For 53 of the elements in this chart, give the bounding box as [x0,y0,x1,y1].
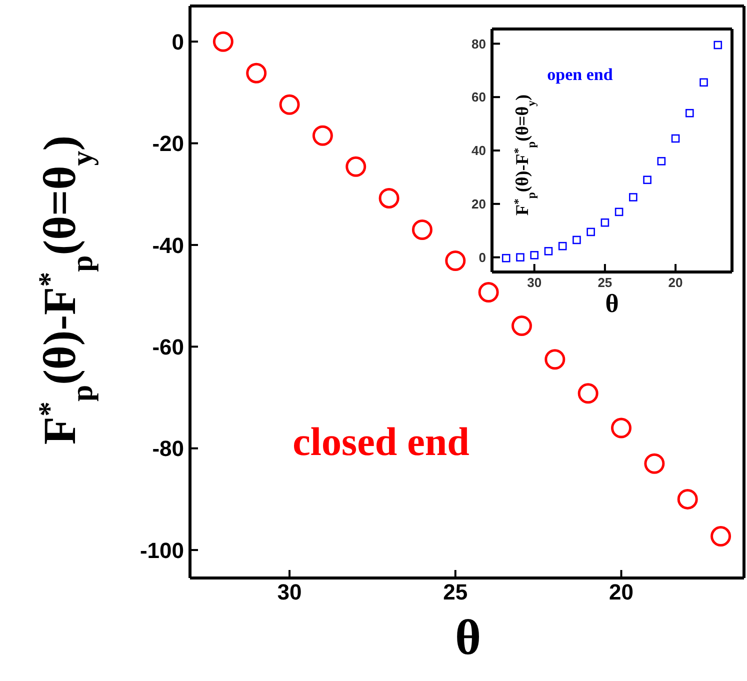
x-tick-label: 25 [598,275,612,290]
x-tick-label: 25 [443,580,468,605]
point [700,78,708,87]
point [544,349,566,370]
x-axis-title: θ [454,609,482,665]
point [378,188,400,208]
point [511,316,532,336]
y-tick-label: 0 [172,29,184,54]
x-axis-title: θ [605,289,619,318]
y-tick-label: 0 [478,250,486,265]
point [544,247,553,256]
y-tick-label: -40 [152,232,184,258]
point [572,236,581,244]
point [279,94,300,115]
x-tick-label: 20 [668,275,683,290]
point [412,219,432,240]
point [502,254,510,262]
point [212,31,234,52]
point [611,418,632,438]
y-tick-label: -20 [152,131,184,156]
y-tick-label: 80 [472,36,486,52]
point [530,251,539,260]
point [714,40,722,50]
point [246,62,267,84]
point [558,242,567,250]
y-tick-label: -100 [140,538,184,563]
point [346,156,366,177]
y-tick-label: 40 [472,143,486,158]
annotation: open end [547,65,614,84]
point [644,453,665,474]
point [710,526,732,547]
point [578,383,598,404]
point [516,253,524,262]
point [445,250,466,271]
y-tick-label: 20 [472,196,486,212]
point [629,193,638,202]
point [312,125,333,146]
point [643,176,652,184]
y-tick-label: -80 [152,436,184,462]
x-tick-label: 30 [527,275,542,290]
point [614,208,624,216]
y-tick-label: -60 [152,334,184,360]
x-tick-label: 20 [609,580,634,605]
x-tick-label: 30 [277,580,302,605]
point [671,134,680,143]
annotation: closed end [292,419,470,464]
point [600,218,610,227]
point [586,228,595,236]
point [677,488,698,510]
point [685,108,694,118]
point [478,282,499,303]
point [657,157,666,166]
y-tick-label: 60 [472,90,486,105]
